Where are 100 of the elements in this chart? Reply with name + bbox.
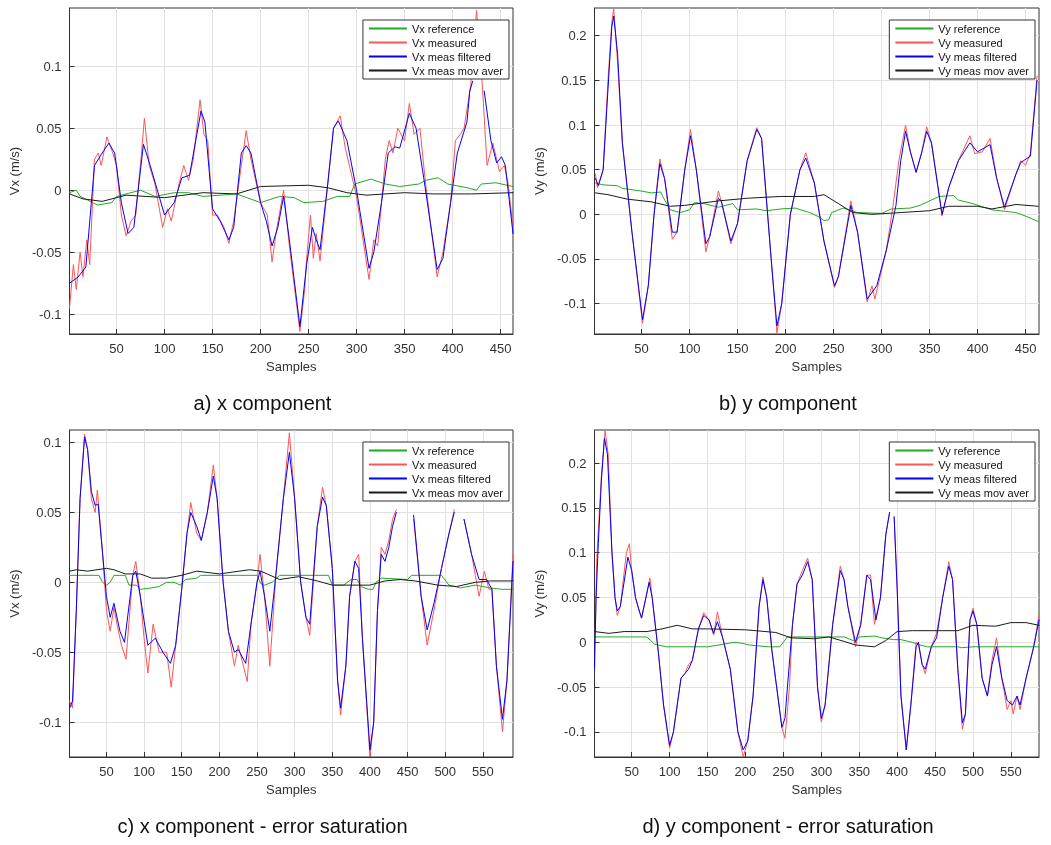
line-series	[594, 182, 1039, 222]
y-tick-label: 0.05	[561, 162, 587, 178]
x-tick-label: 100	[658, 764, 681, 779]
x-axis-title: Samples	[265, 782, 318, 797]
legend-label: Vx reference	[411, 444, 475, 457]
x-tick-label: 250	[297, 341, 320, 356]
y-tick-label: 0.05	[561, 590, 587, 606]
x-tick-label: 150	[726, 341, 749, 356]
x-tick-label: 450	[1014, 341, 1037, 356]
x-tick-label: 550	[472, 764, 494, 779]
y-tick-label: 0.15	[561, 500, 587, 516]
y-tick-label: -0.05	[556, 679, 587, 695]
x-tick-label: 550	[1000, 764, 1022, 779]
line-series	[594, 622, 1040, 648]
legend-label: Vx reference	[411, 22, 475, 35]
y-tick-label: 0	[579, 634, 587, 650]
y-tick-label: 0.05	[36, 120, 62, 136]
y-tick-label: -0.1	[564, 296, 587, 312]
legend-label: Vy meas mov aver	[938, 486, 1030, 499]
x-tick-label: 50	[109, 341, 124, 356]
line-series	[69, 177, 514, 206]
y-tick-label: 0.2	[568, 28, 587, 44]
x-tick-label: 400	[886, 764, 909, 779]
y-tick-label: -0.05	[31, 244, 62, 260]
legend-label: Vy measured	[938, 458, 1003, 471]
y-tick-label: -0.05	[556, 251, 587, 267]
y-tick-label: 0.1	[568, 545, 587, 561]
y-tick-label: -0.1	[39, 714, 62, 730]
x-tick-label: 100	[153, 341, 176, 356]
x-tick-label: 500	[962, 764, 984, 779]
legend-label: Vx meas filtered	[411, 472, 491, 485]
x-tick-label: 400	[441, 341, 464, 356]
x-tick-label: 450	[489, 341, 512, 356]
x-tick-label: 450	[396, 764, 419, 779]
line-series	[594, 192, 1039, 215]
text: d) y component - error saturation	[642, 815, 934, 837]
x-tick-label: 400	[359, 764, 381, 779]
x-tick-label: 400	[966, 341, 989, 356]
x-tick-label: 200	[774, 341, 797, 356]
x-tick-label: 350	[848, 764, 871, 779]
y-tick-label: 0	[579, 206, 587, 222]
x-axis-title: Samples	[791, 782, 843, 797]
y-tick-label: 0	[54, 182, 62, 198]
x-tick-label: 250	[246, 764, 268, 779]
x-tick-label: 350	[918, 341, 941, 356]
x-tick-label: 300	[283, 764, 306, 779]
x-tick-label: 250	[822, 341, 845, 356]
y-tick-label: 0.1	[568, 117, 587, 133]
y-tick-label: 0.2	[568, 455, 587, 471]
legend-label: Vx meas filtered	[411, 50, 491, 63]
legend-label: Vx meas mov aver	[411, 64, 504, 77]
x-tick-label: 100	[133, 764, 155, 779]
legend-label: Vy measured	[938, 36, 1003, 49]
x-tick-label: 500	[434, 764, 457, 779]
y-axis-title: Vx (m/s)	[7, 146, 22, 196]
legend-label: Vy meas filtered	[938, 472, 1017, 485]
legend-label: Vy reference	[938, 444, 1001, 457]
y-axis-title: Vy (m/s)	[532, 569, 547, 618]
legend-label: Vy meas filtered	[938, 50, 1017, 63]
x-tick-label: 250	[772, 764, 795, 779]
legend-label: Vx measured	[411, 36, 477, 49]
x-tick-label: 350	[321, 764, 344, 779]
y-axis-title: Vy (m/s)	[532, 147, 547, 195]
line-series	[69, 184, 514, 202]
x-tick-label: 150	[696, 764, 719, 779]
y-axis-title: Vx (m/s)	[7, 569, 22, 618]
y-tick-label: 0.1	[43, 435, 62, 451]
y-tick-label: 0.15	[561, 72, 587, 88]
x-tick-label: 300	[345, 341, 368, 356]
x-tick-label: 50	[634, 341, 649, 356]
y-tick-label: -0.05	[31, 644, 62, 660]
legend-label: Vy reference	[938, 22, 1001, 35]
y-tick-label: -0.1	[564, 724, 587, 740]
x-tick-label: 50	[624, 764, 639, 779]
line-series	[69, 9, 514, 333]
text: c) x component - error saturation	[117, 815, 408, 837]
x-tick-label: 300	[810, 764, 833, 779]
line-series	[69, 574, 514, 590]
text: a) x component	[193, 392, 332, 414]
x-tick-label: 150	[201, 341, 224, 356]
y-tick-label: 0.05	[36, 504, 62, 520]
x-tick-label: 150	[170, 764, 193, 779]
y-tick-label: 0	[54, 574, 62, 590]
text: b) y component	[719, 392, 858, 414]
x-tick-label: 350	[393, 341, 416, 356]
x-tick-label: 200	[734, 764, 757, 779]
line-series	[594, 635, 1040, 649]
x-axis-title: Samples	[265, 359, 318, 374]
x-tick-label: 300	[870, 341, 893, 356]
legend-label: Vx measured	[411, 458, 477, 471]
legend-label: Vx meas mov aver	[411, 486, 504, 499]
x-tick-label: 450	[924, 764, 946, 779]
x-tick-label: 100	[678, 341, 701, 356]
y-tick-label: 0.1	[43, 58, 62, 74]
x-tick-label: 200	[208, 764, 231, 779]
x-tick-label: 50	[99, 764, 114, 779]
y-tick-label: -0.1	[39, 306, 62, 322]
x-axis-title: Samples	[791, 359, 843, 374]
line-series	[69, 567, 514, 588]
legend-label: Vy meas mov aver	[938, 64, 1030, 77]
